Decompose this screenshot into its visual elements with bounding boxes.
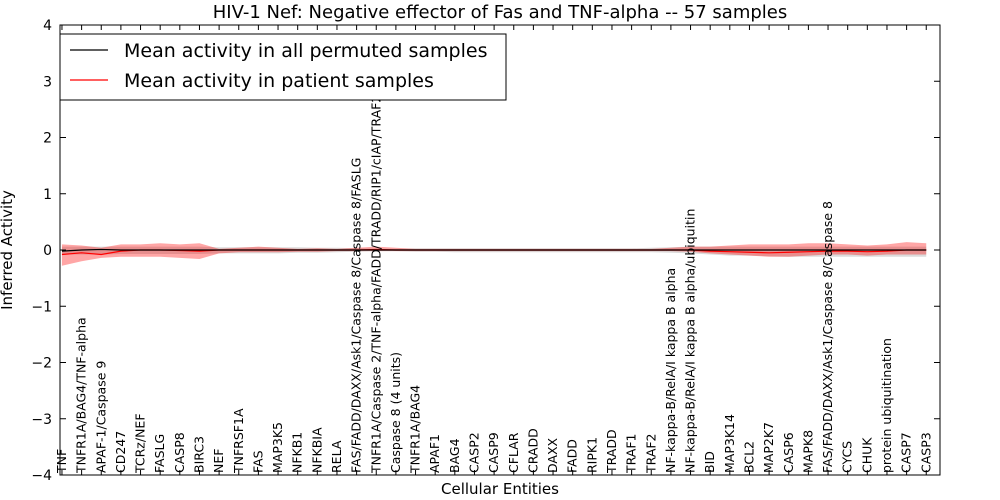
y-tick-label: −3 [31, 412, 52, 428]
x-tick-label: MAPK8 [800, 430, 815, 473]
legend-entry-permuted: Mean activity in all permuted samples [124, 40, 487, 62]
x-tick-label: TRADD [604, 429, 619, 474]
chart-title: HIV-1 Nef: Negative effector of Fas and … [213, 2, 788, 23]
x-tick-label: CASP8 [172, 432, 187, 473]
x-tick-label: NF-kappa-B/RelA/I kappa B alpha [663, 268, 678, 473]
y-axis: 4 3 2 1 0 −1 −2 −3 −4 [31, 18, 940, 484]
y-tick-label: −4 [31, 468, 52, 484]
legend: Mean activity in all permuted samples Me… [59, 33, 507, 101]
y-tick-label: 4 [43, 18, 52, 34]
x-tick-label: RIPK1 [584, 437, 599, 473]
x-tick-label: CASP9 [486, 432, 501, 473]
x-tick-label: TRAF1 [624, 433, 639, 474]
x-tick-label: CFLAR [506, 432, 521, 473]
y-tick-label: 2 [43, 131, 52, 147]
x-tick-label: TNFR1A/BAG4/TNF-alpha [74, 317, 89, 474]
x-tick-label: NF-kappa-B/RelA/I kappa B alpha/ubiquiti… [683, 209, 698, 473]
x-tick-label: BIRC3 [191, 436, 206, 473]
x-tick-label: NEF [211, 449, 226, 473]
y-tick-label: 0 [43, 243, 52, 259]
x-tick-label: BCL2 [741, 441, 756, 473]
x-tick-label: FAS/FADD/DAXX/Ask1/Caspase 8/Caspase 8 [820, 201, 835, 473]
x-tick-label: DAXX [545, 437, 560, 473]
legend-entry-patient: Mean activity in patient samples [124, 70, 434, 92]
x-tick-label: CRADD [525, 428, 540, 473]
x-tick-label: FADD [565, 439, 580, 473]
x-tick-label: CD247 [113, 431, 128, 473]
x-tick-label: NFKB1 [290, 432, 305, 473]
x-tick-label: CYCS [840, 441, 855, 473]
series-lines [61, 248, 927, 256]
y-tick-label: 1 [43, 187, 52, 203]
confidence-bands [61, 242, 927, 266]
x-tick-label: MAP3K5 [270, 422, 285, 473]
x-tick-label: CASP6 [781, 432, 796, 473]
x-tick-label: MAP3K14 [722, 414, 737, 473]
x-tick-label: TRAF2 [643, 433, 658, 474]
x-tick-label: Caspase 8 (4 units) [388, 352, 403, 473]
x-tick-label: NFKBIA [309, 427, 324, 473]
x-tick-label: FASLG [152, 434, 167, 473]
y-tick-label: −2 [31, 356, 52, 372]
x-tick-label: TNFR1A/Caspase 2/TNF-alpha/FADD/TRADD/RI… [368, 95, 383, 474]
x-axis: TNF TNFR1A/BAG4/TNF-alpha APAF-1/Caspase 9… [54, 25, 933, 475]
x-tick-label: APAF1 [427, 434, 442, 473]
x-tick-label: BID [702, 451, 717, 473]
line-permuted [61, 248, 927, 252]
x-tick-label: MAP2K7 [761, 422, 776, 473]
y-axis-label: Inferred Activity [0, 190, 16, 310]
x-tick-label: FAS/FADD/DAXX/Ask1/Caspase 8/Caspase 8/F… [349, 158, 364, 473]
x-tick-label: TCRz/NEF [133, 413, 148, 474]
x-tick-label: protein ubiquitination [879, 338, 894, 473]
band-permuted [61, 246, 927, 257]
x-tick-label: RELA [329, 440, 344, 473]
y-tick-label: 3 [43, 74, 52, 90]
x-tick-label: CASP2 [466, 432, 481, 473]
x-tick-label: FAS [250, 450, 265, 473]
y-tick-label: −1 [31, 299, 52, 315]
x-tick-label: APAF-1/Caspase 9 [93, 361, 108, 473]
x-tick-label: CASP3 [918, 432, 933, 473]
x-tick-label: TNFRSF1A [231, 408, 246, 474]
x-tick-label: BAG4 [447, 438, 462, 473]
legend-box [59, 33, 507, 101]
x-tick-label: TNFR1A/BAG4 [408, 385, 423, 474]
band-patient [61, 242, 927, 266]
x-tick-label: TNF [54, 449, 69, 474]
x-axis-label: Cellular Entities [441, 480, 559, 498]
x-tick-label: CHUK [859, 437, 874, 473]
x-tick-label: CASP7 [899, 432, 914, 473]
